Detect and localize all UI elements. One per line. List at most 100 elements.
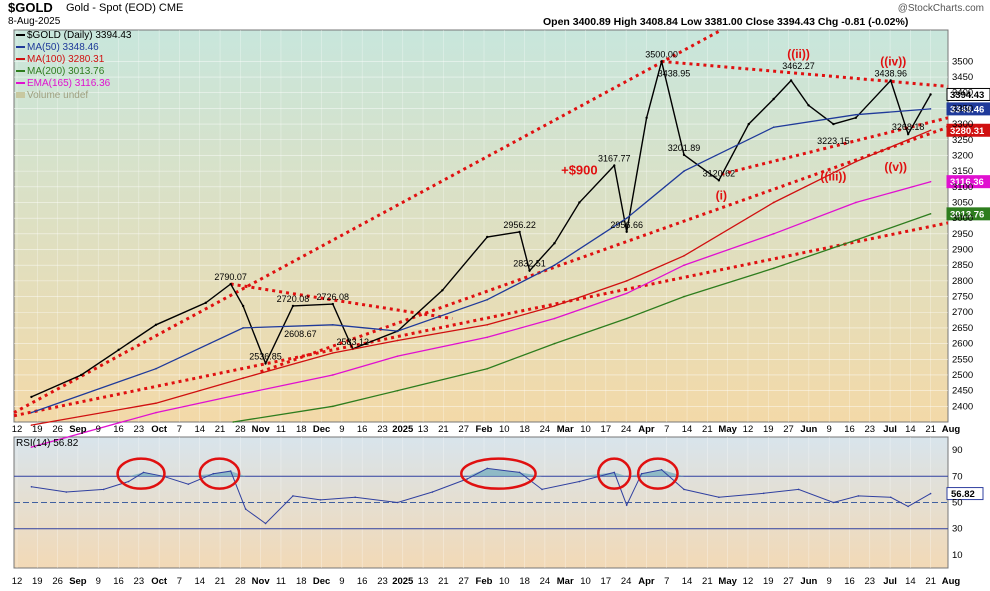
point-price	[578, 201, 581, 204]
rsi-point	[613, 471, 616, 474]
rsi-highlight-ellipse	[597, 457, 632, 490]
rsi-point	[264, 522, 267, 525]
point-ema165	[396, 355, 399, 357]
rsi-point	[907, 505, 909, 508]
wave-label: ((ii))	[787, 47, 810, 61]
price-annotation: 3120.62	[703, 168, 736, 178]
x-tick-label: 27	[458, 424, 469, 435]
point-price	[30, 395, 33, 399]
point-ma200	[772, 267, 775, 270]
x-tick-label-rsi: 16	[357, 576, 368, 587]
point-ma50	[929, 108, 932, 110]
x-tick-label-rsi: Oct	[151, 576, 168, 587]
point-ma100	[332, 352, 334, 354]
x-tick-label: 23	[134, 424, 145, 435]
x-tick-label: 23	[864, 424, 875, 435]
point-ma100	[553, 305, 556, 307]
x-tick-label: 27	[783, 424, 794, 435]
point-price	[747, 122, 750, 126]
x-tick-label-rsi: 12	[743, 576, 754, 587]
point-price	[660, 60, 663, 63]
ohlc-readout: Open 3400.89 High 3408.84 Low 3381.00 Cl…	[543, 16, 909, 28]
point-ma100	[242, 377, 244, 379]
wave-label: (i)	[716, 188, 727, 202]
x-tick-label: 14	[194, 424, 205, 435]
price-annotation: 2536.85	[249, 351, 282, 361]
y-tick-label: 3450	[952, 72, 973, 83]
y-tick-label: 3000	[952, 213, 973, 224]
x-tick-label: May	[718, 424, 737, 435]
x-tick-label: 28	[235, 424, 246, 435]
point-ma50	[242, 327, 244, 329]
point-ema165	[929, 180, 932, 183]
axis-tag-ma100: 3280.31	[950, 126, 985, 137]
rsi-point	[396, 501, 399, 504]
x-tick-label: 10	[580, 424, 591, 435]
legend-item-price: $GOLD (Daily) 3394.43	[16, 30, 132, 41]
price-annotation: 2832.51	[513, 259, 546, 269]
point-ma200	[625, 317, 628, 320]
price-annotation: 3167.77	[598, 154, 631, 164]
x-tick-label-rsi: 2025	[392, 576, 414, 587]
x-tick-label: 7	[664, 424, 669, 435]
chart-name: Gold - Spot (EOD) CME	[66, 2, 184, 14]
axis-tag-bg	[946, 87, 990, 101]
x-tick-label: Nov	[252, 424, 271, 435]
point-ema165	[242, 392, 244, 395]
axis-tag-price: 3394.43	[950, 90, 984, 101]
point-price	[204, 301, 207, 305]
x-tick-label-rsi: 23	[864, 576, 875, 587]
series-ma50	[31, 108, 931, 414]
rsi-point	[683, 488, 685, 491]
axis-tag-ma200: 3013.76	[950, 209, 984, 220]
x-tick-label: Dec	[313, 424, 330, 435]
x-tick-label-rsi: 24	[540, 576, 551, 587]
series-ma200	[233, 213, 931, 423]
point-price	[854, 116, 858, 120]
x-tick-label-rsi: 16	[844, 576, 855, 587]
point-price	[789, 79, 793, 82]
rsi-point	[660, 468, 663, 471]
y-tick-label: 2700	[952, 307, 973, 318]
point-price	[625, 230, 628, 233]
legend-item-ma50: MA(50) 3348.46	[16, 42, 99, 53]
legend-swatch	[16, 70, 25, 73]
x-tick-label-rsi: 11	[276, 576, 286, 587]
point-ma100	[30, 424, 33, 426]
trendline-support-nov-apr	[260, 125, 949, 374]
point-price	[929, 93, 932, 96]
price-annotation: 3438.96	[874, 69, 907, 79]
rsi-point	[541, 488, 543, 491]
point-price	[331, 302, 335, 306]
x-tick-label: 23	[377, 424, 388, 435]
axis-tag-ema165: 3116.36	[950, 177, 984, 188]
point-price	[528, 269, 531, 272]
x-tick-label-rsi: 26	[52, 576, 63, 587]
point-ma200	[396, 389, 399, 392]
x-tick-label-rsi: 13	[418, 576, 429, 587]
rsi-point	[65, 491, 68, 493]
y-tick-label: 2950	[952, 229, 973, 240]
trendline-resistance-apr-aug	[661, 59, 949, 88]
price-annotation: 3201.89	[668, 143, 701, 153]
legend-swatch	[16, 82, 25, 85]
x-tick-label: 21	[438, 424, 449, 435]
rsi-point	[187, 483, 190, 485]
chart-date: 8-Aug-2025	[8, 16, 61, 27]
price-annotation: 2720.08	[277, 294, 310, 304]
y-tick-label: 3350	[952, 103, 973, 114]
x-tick-label-rsi: 12	[12, 576, 23, 587]
point-price	[291, 304, 295, 308]
rsi-point	[578, 480, 581, 483]
y-tick-label: 3100	[952, 182, 973, 193]
x-tick-label: 16	[844, 424, 855, 435]
x-tick-label-rsi: Feb	[476, 576, 493, 587]
price-annotation: 2790.07	[214, 272, 247, 282]
point-price	[486, 235, 489, 239]
rsi-point	[142, 471, 145, 474]
rsi-point	[486, 467, 489, 470]
rsi-point	[857, 495, 860, 497]
x-tick-label: Jun	[800, 424, 817, 435]
rsi-highlight-ellipse	[636, 457, 679, 490]
point-ma50	[553, 264, 556, 267]
